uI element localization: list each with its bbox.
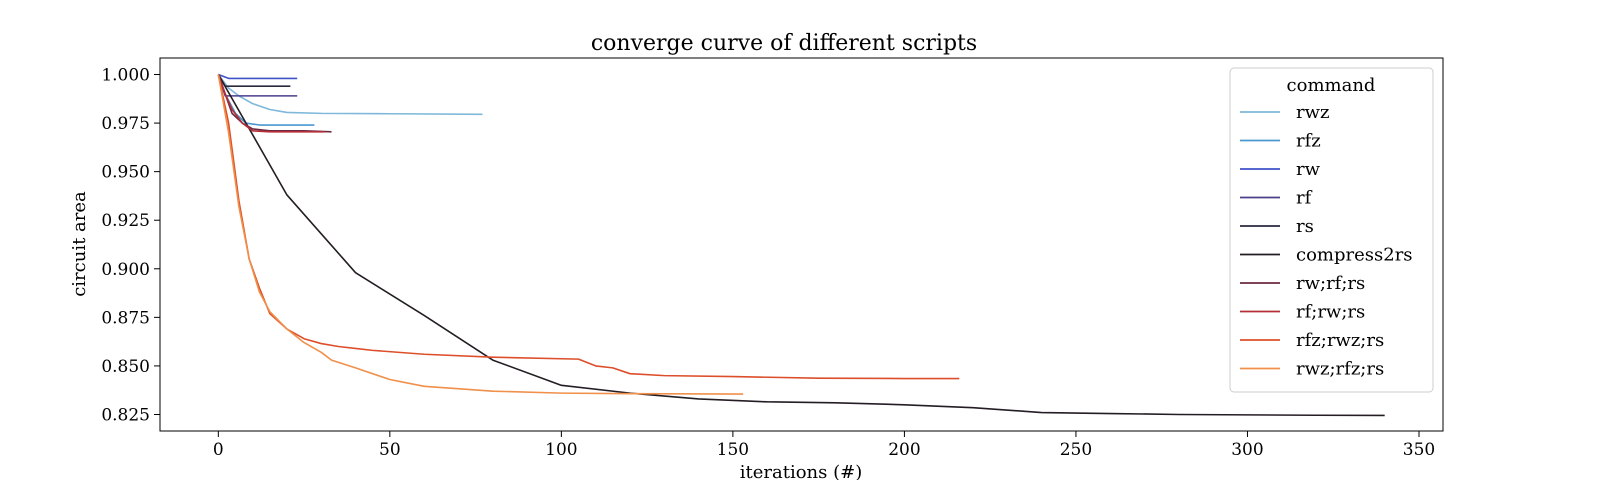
legend-frame bbox=[1229, 67, 1434, 393]
y-tick-label: 0.825 bbox=[101, 405, 150, 425]
legend-item[interactable]: rfz bbox=[1240, 131, 1321, 152]
legend-label: rfz bbox=[1296, 131, 1321, 152]
series-line-rs bbox=[217, 74, 291, 87]
chart-title: converge curve of different scripts bbox=[591, 31, 977, 56]
legend-item[interactable]: rw;rf;rs bbox=[1240, 273, 1365, 294]
legend-item[interactable]: rwz;rfz;rs bbox=[1240, 359, 1384, 380]
x-tick-label: 100 bbox=[545, 440, 577, 460]
x-tick-label: 0 bbox=[213, 440, 224, 460]
x-tick-label: 350 bbox=[1403, 440, 1435, 460]
x-axis: 0 50 100 150 200 250 300 350 bbox=[213, 431, 1435, 460]
legend-item[interactable]: rs bbox=[1240, 216, 1314, 237]
legend-label: rs bbox=[1296, 216, 1314, 237]
legend-label: rw bbox=[1296, 159, 1321, 180]
x-tick-label: 150 bbox=[717, 440, 749, 460]
legend-label: compress2rs bbox=[1296, 245, 1413, 266]
y-tick-label: 0.950 bbox=[101, 163, 150, 183]
legend-label: rf bbox=[1296, 188, 1313, 209]
y-axis-label: circuit area bbox=[69, 191, 90, 297]
y-tick-label: 0.925 bbox=[101, 211, 150, 231]
y-tick-label: 1.000 bbox=[101, 66, 150, 86]
legend-label: rf;rw;rs bbox=[1296, 302, 1365, 323]
series-line-rf-rw-rs bbox=[217, 74, 325, 133]
legend-item[interactable]: compress2rs bbox=[1240, 245, 1413, 266]
x-axis-label: iterations (#) bbox=[740, 462, 862, 480]
legend-label: rwz;rfz;rs bbox=[1296, 359, 1384, 380]
x-tick-label: 50 bbox=[379, 440, 401, 460]
legend-item[interactable]: rfz;rwz;rs bbox=[1240, 330, 1384, 351]
legend-item[interactable]: rw bbox=[1240, 159, 1321, 180]
legend-label: rfz;rwz;rs bbox=[1296, 330, 1384, 351]
series-line-rw bbox=[218, 73, 298, 80]
legend-label: rw;rf;rs bbox=[1296, 273, 1365, 294]
y-tick-label: 0.900 bbox=[101, 260, 150, 280]
legend-item[interactable]: rf bbox=[1240, 188, 1313, 209]
y-tick-label: 0.850 bbox=[101, 357, 150, 377]
series-line-rfz-rwz-rs bbox=[217, 74, 960, 380]
series-layer bbox=[217, 73, 1385, 417]
y-axis: 0.825 0.850 0.875 0.900 0.925 0.950 0.975 1.000 bbox=[101, 66, 160, 425]
series-line-rwz bbox=[217, 74, 483, 116]
y-tick-label: 0.975 bbox=[101, 114, 150, 134]
legend-item[interactable]: rf;rw;rs bbox=[1240, 302, 1365, 323]
x-tick-label: 200 bbox=[888, 440, 920, 460]
legend-label: rwz bbox=[1296, 102, 1330, 123]
series-line-rwz-rfz-rs bbox=[217, 74, 744, 395]
x-tick-label: 250 bbox=[1060, 440, 1092, 460]
plot-frame bbox=[159, 57, 1444, 432]
legend[interactable]: command rwzrfzrwrfrscompress2rsrw;rf;rsr… bbox=[1229, 67, 1434, 393]
y-tick-label: 0.875 bbox=[101, 308, 150, 328]
series-line-compress2rs bbox=[217, 74, 1385, 417]
legend-item[interactable]: rwz bbox=[1240, 102, 1330, 123]
x-tick-label: 300 bbox=[1231, 440, 1263, 460]
legend-title: command bbox=[1287, 75, 1376, 96]
legend-items: rwz rfz rw rf rs compress2rs rw;rf;rs rf;rw;rs r… bbox=[1240, 102, 1413, 380]
